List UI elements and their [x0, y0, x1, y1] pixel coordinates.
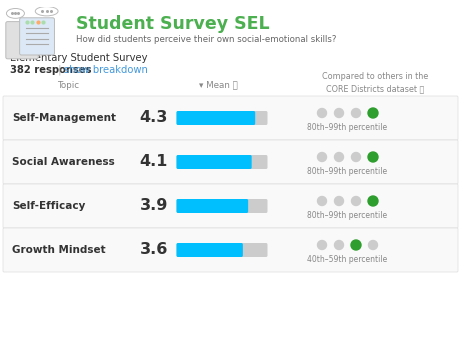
Circle shape — [334, 197, 344, 206]
FancyBboxPatch shape — [3, 96, 458, 140]
Text: 3.6: 3.6 — [140, 242, 168, 258]
FancyBboxPatch shape — [19, 18, 55, 55]
Circle shape — [317, 108, 327, 118]
Text: 80th–99th percentile: 80th–99th percentile — [307, 210, 388, 220]
Circle shape — [334, 240, 344, 250]
Circle shape — [317, 153, 327, 161]
Text: Student Survey SEL: Student Survey SEL — [76, 15, 270, 33]
FancyBboxPatch shape — [176, 111, 267, 125]
Circle shape — [368, 196, 378, 206]
Text: Self-Efficacy: Self-Efficacy — [12, 201, 85, 211]
Text: 3.9: 3.9 — [140, 198, 168, 213]
Text: 80th–99th percentile: 80th–99th percentile — [307, 167, 388, 175]
FancyBboxPatch shape — [176, 111, 255, 125]
FancyBboxPatch shape — [176, 155, 252, 169]
FancyBboxPatch shape — [3, 140, 458, 184]
Text: Social Awareness: Social Awareness — [12, 157, 115, 167]
Circle shape — [317, 240, 327, 250]
Text: 80th–99th percentile: 80th–99th percentile — [307, 122, 388, 132]
Circle shape — [352, 153, 360, 161]
Text: show breakdown: show breakdown — [64, 65, 148, 75]
Circle shape — [352, 108, 360, 118]
Ellipse shape — [35, 6, 58, 16]
Text: How did students perceive their own social-emotional skills?: How did students perceive their own soci… — [76, 35, 336, 43]
FancyBboxPatch shape — [176, 199, 267, 213]
Circle shape — [317, 197, 327, 206]
FancyBboxPatch shape — [176, 243, 267, 257]
Circle shape — [369, 240, 377, 250]
Text: 40th–59th percentile: 40th–59th percentile — [307, 254, 388, 263]
FancyBboxPatch shape — [3, 228, 458, 272]
Circle shape — [334, 108, 344, 118]
FancyBboxPatch shape — [176, 243, 243, 257]
Ellipse shape — [6, 9, 24, 18]
Text: 4.1: 4.1 — [140, 155, 168, 170]
Text: Topic: Topic — [57, 80, 79, 90]
Circle shape — [352, 197, 360, 206]
Text: 382 responses: 382 responses — [10, 65, 91, 75]
Text: 4.3: 4.3 — [140, 110, 168, 126]
Circle shape — [368, 152, 378, 162]
FancyBboxPatch shape — [176, 199, 248, 213]
Text: Growth Mindset: Growth Mindset — [12, 245, 106, 255]
Text: |: | — [58, 65, 61, 75]
Circle shape — [334, 153, 344, 161]
Circle shape — [351, 240, 361, 250]
Text: Compared to others in the
CORE Districts dataset ⓘ: Compared to others in the CORE Districts… — [322, 72, 428, 94]
FancyBboxPatch shape — [6, 22, 38, 59]
Text: Self-Management: Self-Management — [12, 113, 116, 123]
Text: ▾ Mean ⓘ: ▾ Mean ⓘ — [199, 80, 237, 90]
FancyBboxPatch shape — [3, 184, 458, 228]
Text: Elementary Student Survey: Elementary Student Survey — [10, 53, 147, 63]
Circle shape — [368, 108, 378, 118]
FancyBboxPatch shape — [176, 155, 267, 169]
